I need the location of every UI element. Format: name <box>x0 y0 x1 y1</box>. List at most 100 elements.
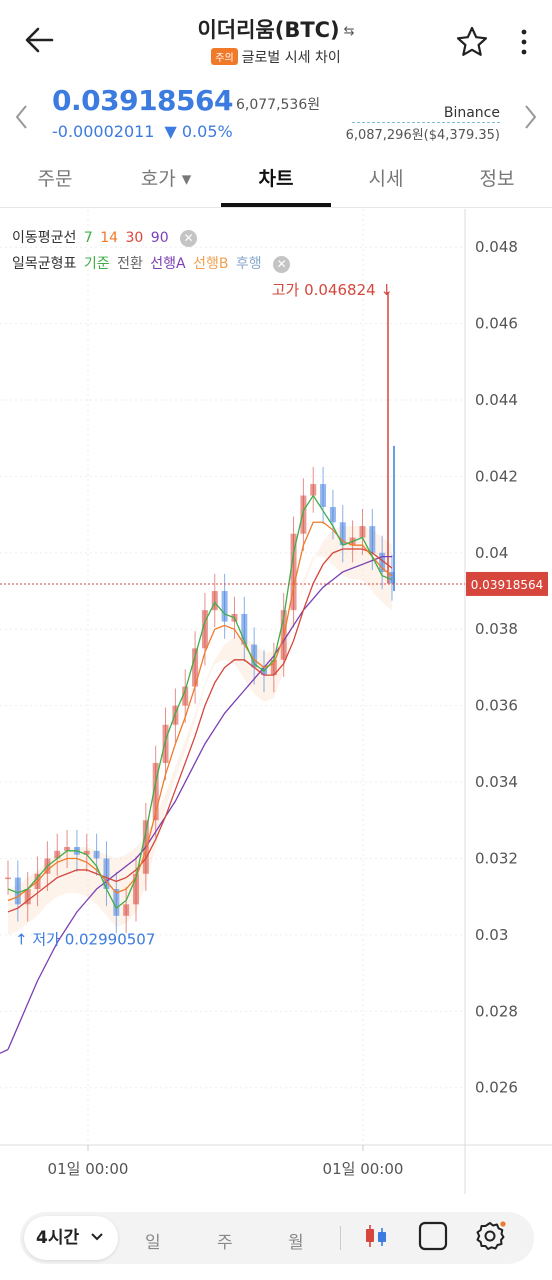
tab-chart[interactable]: 차트 <box>258 168 294 190</box>
ichimoku-leading-a-label: 선행A <box>150 256 186 272</box>
interval-selected-label: 4시간 <box>36 1228 80 1248</box>
ichimoku-lagging-label: 후행 <box>235 256 262 272</box>
candle-body <box>221 591 228 622</box>
candle-body <box>123 904 130 916</box>
y-tick-label: 0.04 <box>475 544 508 562</box>
ichimoku-legend: 일목균형표 기준 전환 선행A 선행B 후행 ✕ <box>12 253 293 273</box>
candle-body <box>192 648 199 687</box>
y-tick-label: 0.026 <box>475 1079 518 1097</box>
ichimoku-leading-b-label: 선행B <box>193 256 229 272</box>
chart-toolbar: 4시간 일 주 월 <box>0 1194 552 1280</box>
high-price-label: 고가 0.046824 ↓ <box>272 281 393 299</box>
ma-legend: 이동평균선 7 14 30 90 ✕ <box>12 227 200 247</box>
close-ichimoku-legend-icon[interactable]: ✕ <box>273 256 291 273</box>
back-arrow-icon[interactable] <box>20 20 60 60</box>
exchange-divider <box>352 122 500 123</box>
tab-bar: 주문 호가 ▾ 차트 시세 정보 <box>0 150 552 208</box>
chart-canvas[interactable]: 0.048 0.046 0.044 0.042 0.04 0.038 0.036 0.034 0… <box>0 209 552 1194</box>
candle-body <box>113 889 120 916</box>
candle-body <box>369 526 376 553</box>
candle-body <box>64 847 71 851</box>
candle-body <box>54 850 61 859</box>
ma14-line <box>7 521 393 902</box>
tab-order[interactable]: 주문 <box>37 168 73 190</box>
low-price-label: ↑ 저가 0.02990507 <box>15 931 155 949</box>
candle-body <box>162 724 169 763</box>
candle-body <box>379 552 386 572</box>
candle-body <box>339 522 346 546</box>
candle-body <box>182 686 189 706</box>
candle-body <box>359 526 366 538</box>
candle-body <box>329 506 336 523</box>
ichimoku-base-label: 기준 <box>83 256 110 272</box>
ma7-line <box>7 494 393 910</box>
x-tick-label: 01일 00:00 <box>48 1160 129 1178</box>
candle-body <box>172 705 179 725</box>
ma90-line-ext <box>0 1048 9 1054</box>
price-summary: 0.03918564 6,077,536원 -0.00002011 ▼ 0.05%… <box>0 80 552 150</box>
square-icon[interactable] <box>417 1220 449 1252</box>
chevron-down-icon <box>91 1233 103 1241</box>
y-tick-label: 0.028 <box>475 1002 518 1020</box>
ichimoku-legend-label: 일목균형표 <box>12 256 77 272</box>
candle-body <box>103 858 110 890</box>
candle-body <box>241 613 248 645</box>
candle-body <box>93 850 100 859</box>
exchange-price: 6,087,296원($4,379.35) <box>345 128 500 143</box>
subtitle: 주의 글로벌 시세 차이 <box>0 47 552 67</box>
candle-body <box>133 873 139 905</box>
title-block: 이더리움(BTC) ⇆ 주의 글로벌 시세 차이 <box>0 14 552 67</box>
y-tick-label: 0.044 <box>475 391 518 409</box>
candle-body <box>83 850 90 855</box>
candle-body <box>290 533 297 611</box>
interval-selector[interactable]: 4시간 <box>24 1216 118 1260</box>
more-vertical-icon[interactable] <box>512 24 536 60</box>
candle-body <box>152 762 159 821</box>
y-tick-label: 0.048 <box>475 238 518 256</box>
app-header: 이더리움(BTC) ⇆ 주의 글로벌 시세 차이 <box>0 0 552 78</box>
candlestick-icon[interactable] <box>360 1220 392 1252</box>
price-krw: 6,077,536원 <box>236 97 321 113</box>
chevron-left-icon[interactable] <box>12 102 32 132</box>
y-tick-label: 0.034 <box>475 773 518 791</box>
favorite-star-icon[interactable] <box>454 24 490 60</box>
page-title[interactable]: 이더리움(BTC) <box>197 18 340 42</box>
settings-icon[interactable] <box>474 1220 506 1252</box>
interval-month[interactable]: 월 <box>288 1233 304 1253</box>
ma7-label: 7 <box>83 230 93 246</box>
tab-orderbook[interactable]: 호가 ▾ <box>140 168 192 190</box>
change-percent: ▼ 0.05% <box>164 122 233 141</box>
candle-body <box>5 877 11 880</box>
active-tab-indicator <box>221 203 331 207</box>
ma30-label: 30 <box>125 230 144 246</box>
warning-badge: 주의 <box>211 48 238 65</box>
y-tick-label: 0.036 <box>475 697 518 715</box>
candle-body <box>320 484 327 507</box>
interval-week[interactable]: 주 <box>217 1233 233 1253</box>
candle-body <box>389 571 395 584</box>
ichimoku-conversion-label: 전환 <box>117 256 143 272</box>
current-price-tag: 0.03918564 <box>471 578 544 592</box>
candle-body <box>201 610 208 649</box>
ma90-line <box>7 556 392 1050</box>
exchange-name: Binance <box>443 105 500 121</box>
candle-body <box>251 644 258 668</box>
tab-trades[interactable]: 시세 <box>368 168 404 190</box>
tab-info[interactable]: 정보 <box>479 168 515 190</box>
price-chart[interactable]: 0.048 0.046 0.044 0.042 0.04 0.038 0.036 0.034 0… <box>0 209 552 1194</box>
candle-body <box>24 889 31 905</box>
y-tick-label: 0.032 <box>475 849 518 867</box>
y-tick-label: 0.042 <box>475 467 518 485</box>
close-ma-legend-icon[interactable]: ✕ <box>180 230 198 247</box>
ma-legend-label: 이동평균선 <box>12 230 77 246</box>
y-tick-label: 0.046 <box>475 315 518 333</box>
swap-arrows-icon[interactable]: ⇆ <box>343 24 355 39</box>
price-change: -0.00002011 ▼ 0.05% <box>52 122 233 141</box>
interval-day[interactable]: 일 <box>145 1233 161 1253</box>
current-price: 0.03918564 <box>52 84 233 117</box>
y-tick-label: 0.038 <box>475 620 518 638</box>
candle-body <box>270 659 277 676</box>
candle-body <box>310 484 317 496</box>
x-tick-label: 01일 00:00 <box>323 1160 404 1178</box>
chevron-right-icon[interactable] <box>520 102 540 132</box>
